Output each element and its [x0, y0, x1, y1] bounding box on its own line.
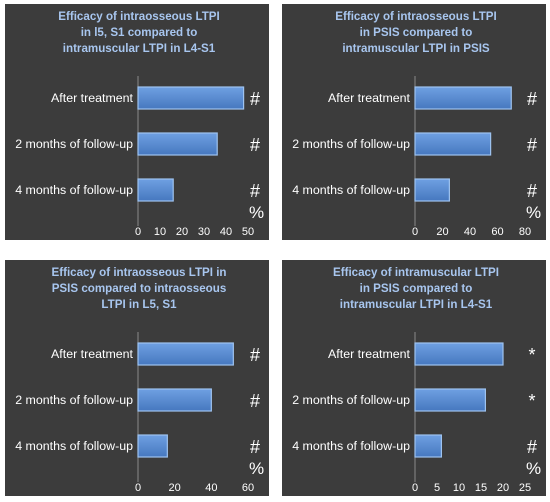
chart-title-line: PSIS compared to intraosseous — [52, 282, 227, 295]
unit-label: % — [249, 203, 264, 222]
significance-mark: # — [250, 181, 260, 201]
unit-label: % — [526, 459, 541, 478]
x-tick-label: 0 — [412, 226, 418, 238]
x-tick-label: 40 — [220, 226, 232, 238]
chart-title-line: Efficacy of intramuscular LTPI — [333, 266, 499, 279]
chart-panel-bottom-left: Efficacy of intraosseous LTPI in PSIS com… — [5, 260, 269, 496]
x-tick-label: 40 — [205, 482, 217, 494]
x-tick-label: 80 — [519, 226, 531, 238]
x-tick-label: 10 — [154, 226, 166, 238]
chart-title-line: LTPI in L5, S1 — [101, 298, 177, 311]
chart-svg: Efficacy of intramuscular LTPI in PSIS co… — [292, 266, 541, 494]
chart-title-line: in l5, S1 compared to — [81, 26, 198, 39]
bar — [137, 86, 245, 110]
chart-title-line: in PSIS compared to — [360, 26, 473, 39]
chart-panel-bottom-right: Efficacy of intramuscular LTPI in PSIS co… — [282, 260, 546, 496]
x-tick-label: 40 — [464, 226, 476, 238]
bar — [414, 388, 487, 412]
chart-title-line: intramuscular LTPI in L4-S1 — [340, 298, 493, 311]
chart-svg: Efficacy of intraosseous LTPI in PSIS com… — [292, 10, 541, 238]
chart-title-line: in PSIS compared to — [360, 282, 473, 295]
x-tick-label: 0 — [135, 482, 141, 494]
chart-title-line: Efficacy of intraosseous LTPI — [335, 10, 497, 23]
category-label: 4 months of follow-up — [15, 183, 133, 197]
significance-mark: # — [250, 135, 260, 155]
x-tick-label: 50 — [242, 226, 254, 238]
significance-mark: # — [527, 89, 537, 109]
category-label: After treatment — [51, 347, 134, 361]
significance-mark: # — [527, 437, 537, 457]
x-tick-label: 0 — [135, 226, 141, 238]
bar — [137, 434, 168, 458]
x-tick-label: 20 — [497, 482, 509, 494]
category-label: After treatment — [51, 91, 134, 105]
bar — [414, 132, 492, 156]
category-label: After treatment — [328, 347, 411, 361]
significance-mark: # — [250, 437, 260, 457]
significance-mark: # — [250, 391, 260, 411]
chart-title-line: intramuscular LTPI in PSIS — [342, 42, 490, 55]
category-label: 4 months of follow-up — [292, 183, 410, 197]
chart-panel-top-left: Efficacy of intraosseous LTPI in l5, S1 c… — [5, 4, 269, 240]
significance-mark: # — [250, 89, 260, 109]
significance-mark: # — [250, 345, 260, 365]
significance-mark: # — [527, 181, 537, 201]
chart-title-line: intramuscular LTPI in L4-S1 — [63, 42, 216, 55]
chart-svg: Efficacy of intraosseous LTPI in PSIS com… — [15, 266, 264, 494]
x-tick-label: 60 — [491, 226, 503, 238]
x-tick-label: 30 — [198, 226, 210, 238]
category-label: 2 months of follow-up — [15, 137, 133, 151]
bar — [137, 132, 218, 156]
x-tick-label: 15 — [475, 482, 487, 494]
chart-panel-top-right: Efficacy of intraosseous LTPI in PSIS com… — [282, 4, 546, 240]
x-tick-label: 20 — [436, 226, 448, 238]
bar — [137, 178, 174, 202]
category-label: 2 months of follow-up — [292, 137, 410, 151]
x-tick-label: 0 — [412, 482, 418, 494]
category-label: After treatment — [328, 91, 411, 105]
bar — [137, 388, 212, 412]
category-label: 4 months of follow-up — [15, 439, 133, 453]
unit-label: % — [249, 459, 264, 478]
significance-mark: * — [528, 345, 535, 365]
category-label: 2 months of follow-up — [292, 393, 410, 407]
significance-mark: * — [528, 391, 535, 411]
chart-title-line: Efficacy of intraosseous LTPI in — [51, 266, 226, 279]
x-tick-label: 60 — [242, 482, 254, 494]
chart-title-line: Efficacy of intraosseous LTPI — [58, 10, 220, 23]
unit-label: % — [526, 203, 541, 222]
significance-mark: # — [527, 135, 537, 155]
category-label: 4 months of follow-up — [292, 439, 410, 453]
bar — [414, 178, 450, 202]
x-tick-label: 20 — [176, 226, 188, 238]
bar — [414, 86, 512, 110]
bar — [414, 342, 504, 366]
category-label: 2 months of follow-up — [15, 393, 133, 407]
x-tick-label: 5 — [434, 482, 440, 494]
chart-svg: Efficacy of intraosseous LTPI in l5, S1 c… — [15, 10, 264, 238]
x-tick-label: 25 — [519, 482, 531, 494]
bar — [414, 434, 442, 458]
x-tick-label: 20 — [169, 482, 181, 494]
bar — [137, 342, 234, 366]
x-tick-label: 10 — [453, 482, 465, 494]
